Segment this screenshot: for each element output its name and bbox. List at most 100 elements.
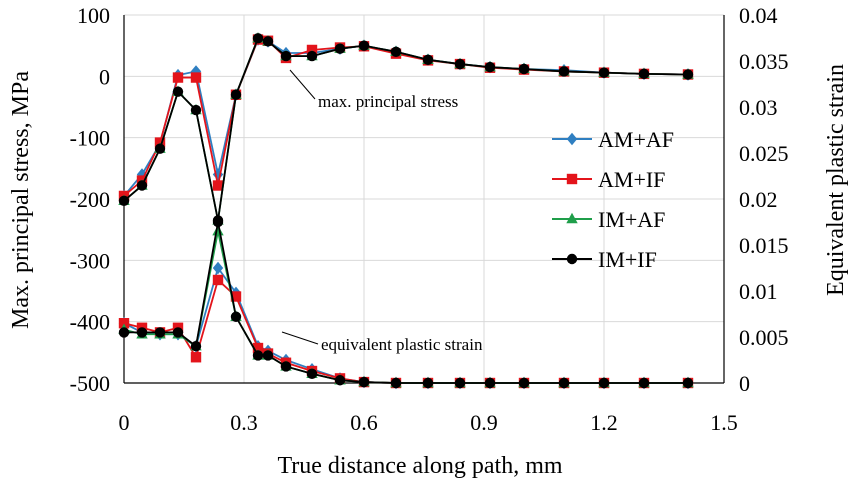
- x-axis-label: True distance along path, mm: [277, 453, 562, 479]
- y-left-tick-label: -500: [70, 371, 110, 396]
- strain-line: [124, 221, 688, 384]
- stress-point: [190, 104, 202, 116]
- stress-point: [390, 46, 402, 57]
- stress-point: [558, 66, 570, 77]
- y-right-tick-label: 0.025: [739, 141, 789, 166]
- stress-point: [638, 68, 650, 80]
- stress-point: [190, 72, 202, 83]
- strain-point: [118, 318, 130, 329]
- x-tick-label: 0.3: [230, 410, 258, 435]
- strain-point: [598, 377, 610, 389]
- strain-point: [172, 327, 184, 338]
- stress-point: [334, 43, 346, 54]
- strain-point: [280, 361, 292, 372]
- strain-point: [390, 377, 402, 389]
- strain-point: [262, 350, 274, 361]
- y-right-axis-label: Equivalent plastic strain: [823, 64, 849, 296]
- y-right-tick-label: 0.035: [739, 49, 789, 74]
- stress-point: [154, 143, 166, 154]
- series-im-if: [118, 33, 694, 389]
- stress-point: [518, 63, 530, 75]
- strain-point: [558, 377, 570, 389]
- strain-point: [252, 350, 264, 361]
- x-tick-label: 1.5: [710, 410, 738, 435]
- stress-point: [280, 50, 292, 62]
- stress-point: [190, 65, 202, 78]
- stress-line: [123, 37, 689, 221]
- stress-point: [306, 50, 318, 62]
- strain-point: [212, 216, 224, 228]
- strain-point: [682, 377, 694, 389]
- strain-point: [154, 327, 166, 338]
- strain-point: [306, 368, 318, 379]
- stress-point: [212, 168, 224, 181]
- legend-marker: [566, 132, 578, 146]
- strain-point: [454, 377, 466, 389]
- y-left-tick-label: -100: [70, 126, 110, 151]
- y-left-tick-label: 0: [99, 64, 110, 89]
- stress-point: [598, 67, 610, 78]
- strain-point: [190, 352, 202, 363]
- y-right-tick-label: 0.015: [739, 233, 789, 258]
- strain-line: [123, 278, 688, 384]
- strain-point: [252, 342, 264, 354]
- strain-point: [118, 327, 130, 338]
- stress-point: [252, 33, 264, 44]
- y-left-tick-label: 100: [77, 3, 110, 28]
- legend-item: IM+IF: [552, 247, 657, 272]
- legend: AM+AF AM+IF IM+AF IM+IF: [552, 127, 674, 272]
- stress-point: [118, 195, 130, 207]
- x-tick-label: 0.9: [470, 410, 498, 435]
- legend-item: AM+AF: [552, 127, 674, 152]
- strain-line: [123, 265, 688, 384]
- annotation-strain: equivalent plastic strain: [321, 335, 483, 354]
- legend-marker: [566, 212, 578, 224]
- y-left-tick-label: -300: [70, 248, 110, 273]
- annotation-stress-leader: [289, 69, 316, 100]
- annotation-strain-leader: [281, 331, 319, 345]
- legend-label: AM+AF: [598, 127, 674, 152]
- stress-point: [230, 89, 242, 100]
- strain-point: [190, 341, 202, 352]
- y-right-tick-label: 0.01: [739, 279, 778, 304]
- strain-point: [484, 377, 496, 389]
- stress-point: [136, 168, 148, 181]
- strain-point: [230, 311, 242, 322]
- x-tick-label: 0.6: [350, 410, 378, 435]
- strain-point: [358, 376, 370, 388]
- axes: 0 0.3 0.6 0.9 1.2 1.5 100 0 -100 -200 -300 -400 -500…: [70, 3, 789, 435]
- stress-point: [136, 180, 148, 191]
- strain-point: [212, 261, 224, 275]
- strain-point: [212, 274, 224, 286]
- strain-point: [230, 291, 242, 302]
- stress-point: [172, 72, 184, 83]
- strain-point: [422, 377, 434, 389]
- annotation-stress: max. principal stress: [318, 92, 458, 111]
- strain-point: [334, 375, 346, 386]
- stress-point: [212, 180, 224, 191]
- stress-point: [682, 69, 694, 80]
- series-layer: [118, 32, 694, 390]
- legend-label: IM+AF: [598, 207, 665, 232]
- stress-point: [422, 54, 434, 65]
- legend-item: AM+IF: [552, 167, 665, 192]
- y-left-tick-label: -200: [70, 187, 110, 212]
- y-right-tick-label: 0.02: [739, 187, 778, 212]
- strain-point: [136, 327, 148, 338]
- y-right-tick-label: 0.005: [739, 325, 789, 350]
- stress-point: [484, 61, 496, 73]
- strain-point: [518, 377, 530, 389]
- stress-point: [454, 58, 466, 70]
- y-right-tick-label: 0.03: [739, 95, 778, 120]
- x-tick-label: 0: [119, 410, 130, 435]
- y-left-axis-label: Max. principal stress, MPa: [8, 71, 34, 329]
- legend-marker: [566, 173, 578, 185]
- legend-marker: [566, 253, 578, 265]
- strain-point: [638, 377, 650, 389]
- y-right-tick-label: 0: [739, 371, 750, 396]
- legend-label: AM+IF: [598, 167, 665, 192]
- stress-point: [358, 40, 370, 51]
- y-left-tick-label: -400: [70, 310, 110, 335]
- stress-point: [262, 36, 274, 47]
